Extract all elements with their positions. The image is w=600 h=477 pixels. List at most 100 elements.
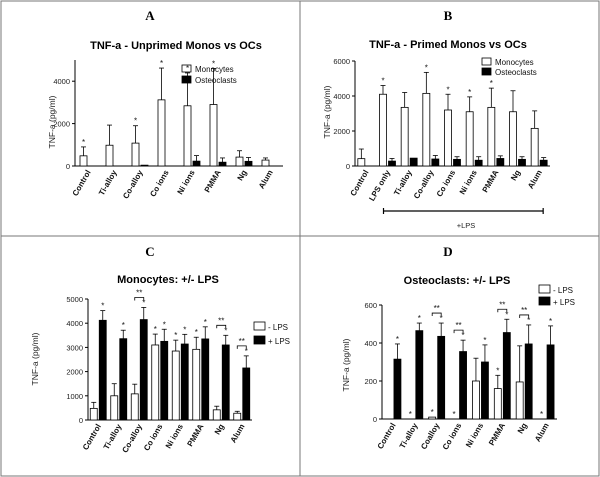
significance-star: * bbox=[160, 59, 163, 68]
significance-bracket bbox=[216, 324, 227, 329]
bar-lps-alum bbox=[242, 367, 251, 421]
significance-star: * bbox=[496, 366, 499, 375]
significance-star: * bbox=[409, 410, 412, 419]
panel-letter-d: D bbox=[443, 244, 452, 259]
bar-osteoclasts-ti-alloy bbox=[409, 157, 418, 167]
y-tick-label: 1000 bbox=[66, 392, 83, 401]
bar-lps-co-ions bbox=[459, 351, 467, 420]
x-tick-label: Ni ions bbox=[164, 422, 185, 450]
x-tick-label: Alum bbox=[257, 169, 275, 191]
legend-swatch-osteoclasts bbox=[481, 67, 492, 76]
bar-lps-co-alloy bbox=[139, 319, 148, 421]
bar-lps-ni-ions bbox=[481, 361, 489, 420]
legend-label-minus-lps: - LPS bbox=[553, 286, 573, 295]
panel-d-plot: 0200400600*Control**Ti-alloy**Coalloy**C… bbox=[364, 300, 557, 451]
bar-lps-ti-alloy bbox=[110, 395, 119, 421]
x-tick-label: Co ions bbox=[148, 168, 171, 198]
x-tick-label: Coalloy bbox=[419, 421, 442, 451]
x-tick-label: Control bbox=[81, 423, 103, 452]
significance-star: * bbox=[174, 331, 177, 340]
bar-monocytes-alum bbox=[530, 127, 539, 167]
bar-monocytes-ti-alloy bbox=[105, 144, 114, 167]
panel-a-legend: Monocytes Osteoclasts bbox=[181, 64, 237, 85]
bar-lps-co-ions bbox=[151, 344, 160, 421]
x-tick-label: Co ions bbox=[435, 168, 458, 198]
significance-bracket-label: ** bbox=[239, 337, 245, 346]
x-tick-label: Ng bbox=[213, 422, 226, 436]
y-tick-label: 4000 bbox=[333, 92, 350, 101]
significance-bracket bbox=[134, 297, 145, 301]
x-tick-label: Ni ions bbox=[464, 421, 485, 449]
bar-osteoclasts-alum bbox=[539, 159, 548, 167]
x-tick-label: Co-alloy bbox=[412, 168, 436, 200]
legend-swatch-osteoclasts bbox=[181, 75, 192, 84]
panel-b-y-label: TNF-a (pg/ml) bbox=[322, 85, 332, 138]
panel-letter-c: C bbox=[145, 244, 154, 259]
significance-bracket bbox=[431, 312, 442, 317]
bar-osteoclasts-ng bbox=[244, 160, 253, 167]
significance-star: * bbox=[134, 117, 137, 126]
x-tick-label: Control bbox=[376, 422, 398, 451]
significance-bracket bbox=[497, 308, 508, 313]
x-tick-label: Control bbox=[349, 169, 371, 198]
legend-label-monocytes: Monocytes bbox=[195, 65, 234, 74]
legend-label-plus-lps: + LPS bbox=[268, 337, 290, 346]
x-tick-label: Ng bbox=[236, 168, 249, 182]
bar-lps-control bbox=[98, 319, 107, 421]
bar-lps-ng bbox=[221, 344, 230, 421]
significance-star: * bbox=[101, 302, 104, 311]
panel-c-y-label: TNF-a (pg/ml) bbox=[30, 332, 40, 385]
significance-star: * bbox=[186, 64, 189, 73]
significance-bracket bbox=[236, 345, 247, 349]
bar-lps-ng bbox=[524, 343, 533, 420]
bar-monocytes-pmma bbox=[209, 104, 218, 167]
significance-star: * bbox=[446, 85, 449, 94]
panel-b-title: TNF-a - Primed Monos vs OCs bbox=[369, 39, 527, 51]
significance-star: * bbox=[440, 314, 443, 323]
panel-d-title: Osteoclasts: +/- LPS bbox=[404, 275, 511, 287]
x-tick-label: Co-alloy bbox=[120, 422, 144, 454]
bar-lps-ni-ions bbox=[472, 380, 480, 420]
x-tick-label: Alum bbox=[526, 169, 544, 191]
legend-swatch-monocytes bbox=[181, 64, 192, 73]
x-tick-label: Co ions bbox=[142, 422, 165, 452]
panel-d-y-label: TNF-a (pg/ml) bbox=[341, 338, 351, 391]
x-tick-label: Ti-alloy bbox=[97, 168, 119, 197]
bar-lps-ni-ions bbox=[171, 350, 180, 421]
x-tick-label: Ng bbox=[516, 421, 529, 435]
legend-label-plus-lps: + LPS bbox=[553, 298, 575, 307]
significance-star: * bbox=[204, 318, 207, 327]
x-tick-label: PMMA bbox=[481, 168, 501, 194]
significance-star: * bbox=[163, 320, 166, 329]
bar-monocytes-ti-alloy bbox=[400, 106, 409, 167]
significance-star: * bbox=[549, 317, 552, 326]
bar-lps-coalloy bbox=[437, 335, 446, 420]
x-tick-label: PMMA bbox=[185, 422, 205, 448]
legend-swatch-plus-lps bbox=[253, 335, 266, 345]
bar-lps-co-ions bbox=[160, 340, 169, 421]
y-tick-label: 4000 bbox=[66, 319, 83, 328]
bar-osteoclasts-co-alloy bbox=[140, 164, 149, 167]
panel-c-title: Monocytes: +/- LPS bbox=[117, 274, 219, 286]
bar-monocytes-control bbox=[79, 155, 88, 167]
bar-lps-control bbox=[393, 358, 402, 420]
x-tick-label: Alum bbox=[229, 423, 247, 445]
panel-b-plot: 0 2000 4000 6000 Control * LPS only Ti-alloy * Co… bbox=[333, 57, 550, 214]
x-tick-label: Co ions bbox=[441, 421, 464, 451]
x-tick-label: Ni ions bbox=[458, 168, 479, 196]
legend-label-monocytes: Monocytes bbox=[495, 58, 534, 67]
legend-swatch-plus-lps bbox=[538, 296, 551, 306]
significance-star: * bbox=[245, 347, 248, 356]
significance-star: * bbox=[418, 314, 421, 323]
significance-star: * bbox=[224, 326, 227, 335]
bar-lps-ng bbox=[515, 381, 524, 420]
y-tick-label: 3000 bbox=[66, 343, 83, 352]
significance-bracket-label: ** bbox=[521, 306, 527, 315]
significance-star: * bbox=[154, 325, 157, 334]
bar-monocytes-pmma bbox=[487, 106, 496, 167]
bar-monocytes-ng bbox=[509, 111, 517, 167]
bar-lps-pmma bbox=[201, 338, 210, 421]
bar-osteoclasts-pmma bbox=[496, 158, 505, 167]
bar-lps-ng bbox=[212, 409, 221, 421]
